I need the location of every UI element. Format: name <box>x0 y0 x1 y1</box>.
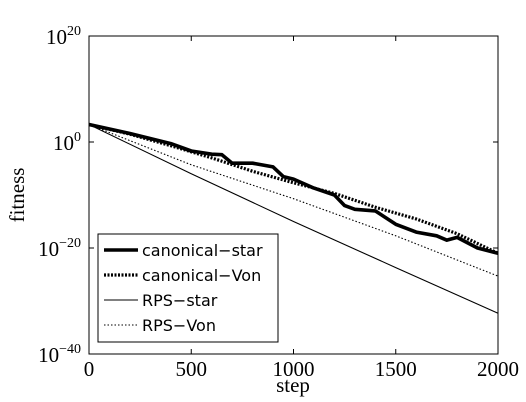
x-tick-label: 500 <box>176 357 208 381</box>
y-axis-title: fitness <box>5 168 29 223</box>
x-tick-label: 1000 <box>273 357 315 381</box>
series-layer <box>88 122 499 314</box>
legend: canonical−star canonical−Von RPS−star RPS−V… <box>97 233 279 343</box>
x-tick-label: 2000 <box>477 357 519 381</box>
x-tick-label: 0 <box>84 357 95 381</box>
series-line-2 <box>88 122 499 255</box>
legend-box <box>97 233 279 343</box>
series-line-4 <box>88 123 499 277</box>
y-tick-label: 10−40 <box>38 342 81 367</box>
legend-label: RPS−star <box>142 291 218 310</box>
legend-label: canonical−star <box>142 241 263 260</box>
y-tick-label: 10−20 <box>38 236 81 261</box>
y-tick-label: 1020 <box>46 24 81 49</box>
x-axis-title: step <box>276 373 310 397</box>
legend-label: canonical−Von <box>142 266 261 285</box>
x-tick-label: 1500 <box>375 357 417 381</box>
legend-label: RPS−Von <box>142 316 216 335</box>
series-line-3 <box>88 124 499 314</box>
ticks-layer: 0 500 1000 1500 2000 1020 100 10−20 10−40 <box>38 24 519 381</box>
y-tick-label: 100 <box>53 130 81 155</box>
series-line-1 <box>88 122 499 256</box>
